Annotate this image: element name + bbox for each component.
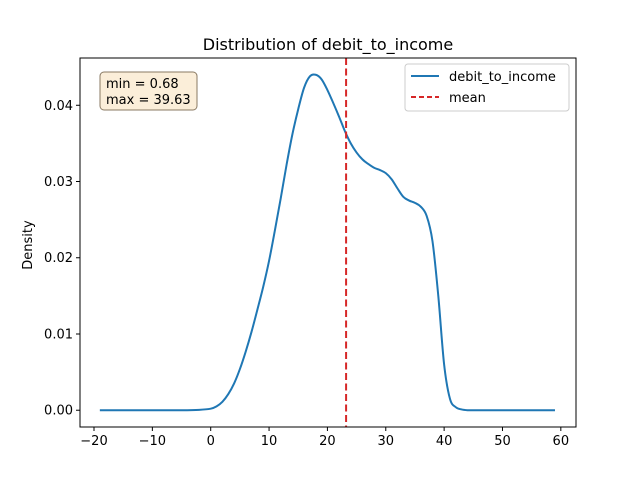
x-tick-label: 0 — [207, 434, 215, 449]
annotation-max-text: max = 39.63 — [106, 93, 191, 108]
x-tick-label: 60 — [553, 434, 570, 449]
y-tick-label: 0.04 — [44, 99, 73, 114]
x-tick-label: −20 — [80, 434, 107, 449]
x-tick-label: −10 — [139, 434, 166, 449]
x-tick-label: 40 — [436, 434, 453, 449]
y-tick-label: 0.01 — [44, 327, 73, 342]
x-tick-label: 20 — [319, 434, 336, 449]
annotation-background — [99, 71, 198, 111]
min-max-annotation-box: min = 0.68 max = 39.63 — [99, 71, 198, 111]
y-axis-label: Density — [21, 220, 36, 270]
y-axis: 0.00 0.01 0.02 0.03 0.04 — [44, 99, 80, 419]
y-tick-label: 0.03 — [44, 175, 73, 190]
legend-label-mean: mean — [449, 91, 486, 106]
series-line-debit-to-income — [99, 73, 555, 412]
chart-title: Distribution of debit_to_income — [203, 35, 453, 55]
annotation-min-text: min = 0.68 — [106, 77, 179, 92]
x-tick-label: 10 — [261, 434, 278, 449]
x-axis: −20 −10 0 10 20 30 40 50 60 — [80, 427, 569, 449]
x-tick-label: 30 — [377, 434, 394, 449]
legend: debit_to_income mean — [404, 63, 570, 112]
series-lines — [99, 58, 555, 427]
x-tick-label: 50 — [494, 434, 511, 449]
y-tick-label: 0.00 — [44, 404, 73, 419]
plot-frame — [79, 57, 577, 428]
legend-box — [404, 63, 570, 112]
y-tick-label: 0.02 — [44, 251, 73, 266]
legend-label-debit-to-income: debit_to_income — [449, 70, 556, 85]
